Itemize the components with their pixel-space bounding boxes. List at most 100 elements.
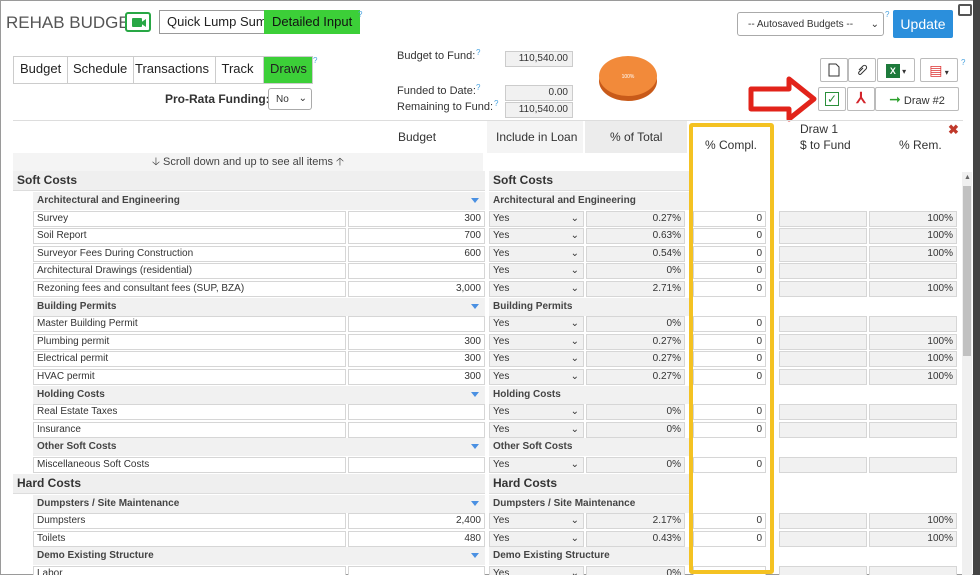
include-select[interactable]: Yes ⌄	[489, 421, 584, 438]
pdf-export-icon[interactable]: ▤ ▾	[920, 58, 958, 82]
item-pct-complete[interactable]: 0	[693, 263, 766, 280]
paperclip-icon[interactable]	[848, 58, 876, 82]
tab-draws[interactable]: Draws	[264, 57, 312, 83]
tab-budget[interactable]: Budget	[14, 57, 69, 83]
item-budget[interactable]	[348, 566, 485, 575]
include-value: Yes	[493, 230, 510, 242]
caret-down-icon[interactable]	[471, 198, 479, 203]
item-budget[interactable]: 3,000	[348, 281, 485, 297]
category-row[interactable]: Building Permits	[33, 297, 485, 316]
item-budget[interactable]	[348, 316, 485, 333]
item-to-fund	[779, 228, 867, 245]
window-edge	[973, 0, 980, 575]
scroll-up-icon[interactable]: ▲	[964, 174, 971, 181]
excel-export-icon[interactable]: X ▾	[877, 58, 915, 82]
category-row[interactable]: Architectural and Engineering	[33, 192, 485, 210]
item-pct-complete[interactable]: 0	[693, 333, 766, 350]
help-icon[interactable]: ?	[961, 58, 966, 67]
category-name: Holding Costs	[493, 388, 561, 400]
minimize-icon[interactable]	[958, 4, 972, 16]
pro-rata-select[interactable]: No ⌄	[268, 88, 312, 110]
include-select[interactable]: Yes ⌄	[489, 404, 584, 421]
category-row[interactable]: Demo Existing Structure	[33, 547, 485, 566]
item-name: Miscellaneous Soft Costs	[33, 457, 346, 473]
caret-down-icon[interactable]	[471, 303, 479, 309]
table-row: Master Building Permit Yes ⌄ 0% 0	[33, 315, 973, 333]
tab-bar	[13, 56, 313, 84]
include-select[interactable]: Yes ⌄	[489, 530, 584, 547]
item-pct-total: 0%	[586, 457, 685, 473]
include-select[interactable]: Yes ⌄	[489, 333, 584, 350]
checkbox-check-icon[interactable]: ✓	[818, 87, 846, 111]
item-pct-complete[interactable]: 0	[693, 245, 766, 262]
item-pct-complete[interactable]: 0	[693, 457, 766, 473]
include-select[interactable]: Yes ⌄	[489, 210, 584, 227]
item-budget[interactable]: 480	[348, 530, 485, 547]
item-pct-complete[interactable]: 0	[693, 421, 766, 438]
item-budget[interactable]: 300	[348, 333, 485, 350]
chevron-down-icon: ⌄	[570, 353, 579, 365]
category-row[interactable]: Other Soft Costs	[33, 438, 485, 457]
item-pct-complete[interactable]: 0	[693, 530, 766, 547]
item-pct-complete[interactable]: 0	[693, 513, 766, 530]
caret-down-icon[interactable]	[471, 553, 479, 559]
item-budget[interactable]: 700	[348, 228, 485, 245]
include-value: Yes	[493, 515, 510, 527]
item-pct-complete[interactable]: 0	[693, 351, 766, 368]
acrobat-icon[interactable]: ⅄	[847, 87, 875, 111]
document-icon[interactable]	[820, 58, 848, 82]
autosaved-budgets-select[interactable]: -- Autosaved Budgets -- ⌄	[737, 12, 884, 36]
tab-schedule[interactable]: Schedule	[67, 57, 135, 83]
section-name: Soft Costs	[17, 173, 77, 187]
item-budget[interactable]	[348, 263, 485, 280]
include-select[interactable]: Yes ⌄	[489, 281, 584, 297]
video-icon[interactable]	[125, 12, 151, 32]
category-row[interactable]: Holding Costs	[33, 385, 485, 404]
item-budget[interactable]	[348, 404, 485, 421]
help-icon[interactable]: ?	[313, 56, 318, 65]
help-icon[interactable]: ?	[476, 83, 481, 92]
item-pct-complete[interactable]: 0	[693, 228, 766, 245]
include-select[interactable]: Yes ⌄	[489, 263, 584, 280]
detailed-input-button[interactable]: Detailed Input	[264, 10, 361, 34]
help-icon[interactable]: ?	[358, 10, 363, 19]
category-row[interactable]: Dumpsters / Site Maintenance	[33, 494, 485, 513]
quick-lump-sum-button[interactable]: Quick Lump Sum	[159, 10, 275, 34]
item-budget[interactable]: 300	[348, 351, 485, 368]
help-icon[interactable]: ?	[494, 99, 499, 108]
item-budget[interactable]	[348, 421, 485, 438]
caret-down-icon[interactable]	[471, 500, 479, 506]
caret-down-icon[interactable]	[471, 444, 479, 450]
include-select[interactable]: Yes ⌄	[489, 369, 584, 385]
tab-transactions[interactable]: Transactions	[129, 57, 216, 83]
include-select[interactable]: Yes ⌄	[489, 566, 584, 575]
tab-track[interactable]: Track	[212, 57, 264, 83]
include-select[interactable]: Yes ⌄	[489, 351, 584, 368]
include-select[interactable]: Yes ⌄	[489, 228, 584, 245]
item-to-fund	[779, 333, 867, 350]
item-budget[interactable]: 600	[348, 245, 485, 262]
item-pct-complete[interactable]: 0	[693, 316, 766, 333]
item-pct-complete[interactable]: 0	[693, 210, 766, 227]
autosaved-value: -- Autosaved Budgets --	[748, 19, 854, 30]
include-select[interactable]: Yes ⌄	[489, 316, 584, 333]
header-divider	[13, 120, 963, 121]
scrollbar[interactable]: ▲	[962, 172, 972, 575]
item-budget[interactable]: 300	[348, 210, 485, 227]
item-pct-complete[interactable]: 0	[693, 281, 766, 297]
include-select[interactable]: Yes ⌄	[489, 245, 584, 262]
include-select[interactable]: Yes ⌄	[489, 513, 584, 530]
scrollbar-thumb[interactable]	[963, 186, 971, 356]
close-icon[interactable]: ✖	[948, 122, 959, 137]
caret-down-icon[interactable]	[471, 391, 479, 397]
help-icon[interactable]: ?	[885, 10, 890, 19]
draw-2-button[interactable]: ➞ Draw #2	[875, 87, 959, 111]
update-button[interactable]: Update	[893, 10, 953, 38]
item-pct-complete[interactable]: 0	[693, 404, 766, 421]
help-icon[interactable]: ?	[476, 48, 481, 57]
item-budget[interactable]	[348, 457, 485, 473]
include-select[interactable]: Yes ⌄	[489, 457, 584, 473]
item-budget[interactable]: 2,400	[348, 513, 485, 530]
item-pct-complete[interactable]: 0	[693, 369, 766, 385]
item-budget[interactable]: 300	[348, 369, 485, 385]
